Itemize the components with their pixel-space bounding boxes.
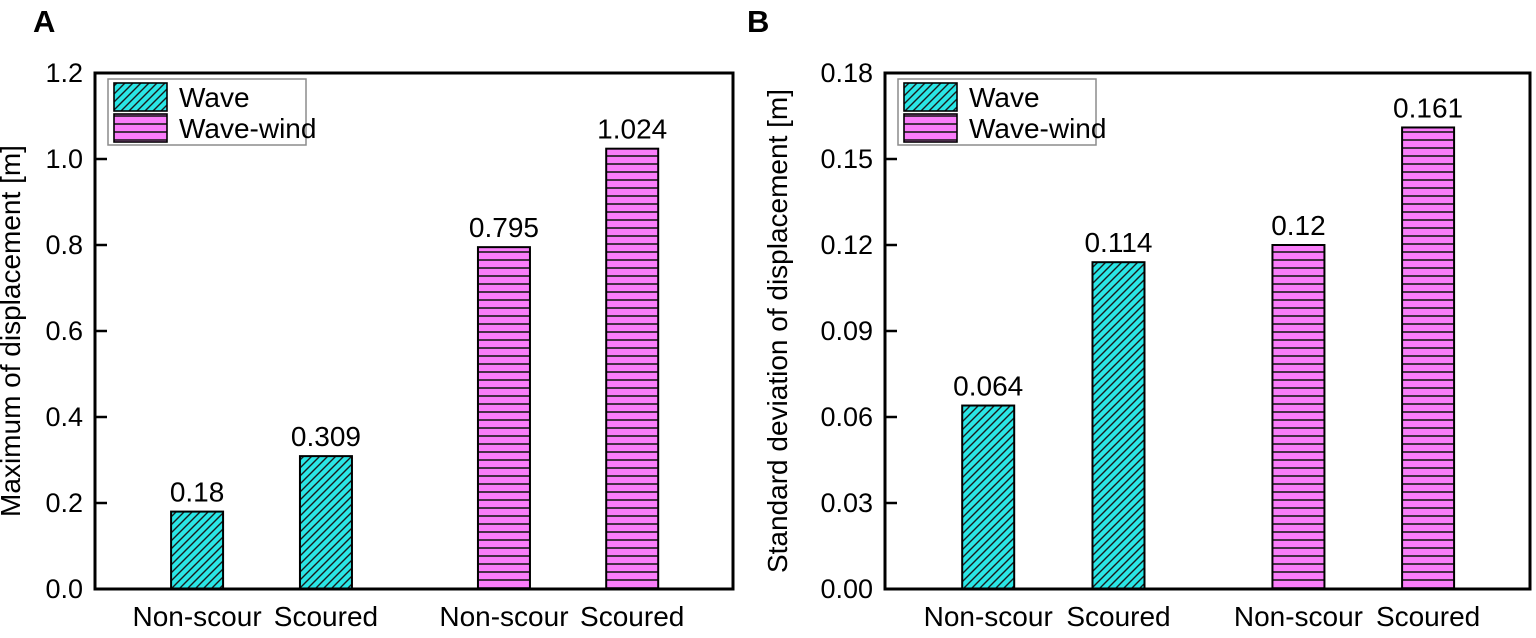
y-tick-label: 0.0 (45, 574, 83, 604)
panel-a: 0.18 Non-scour 0.309 Scoured 0.795 Non-scour 1… (0, 58, 735, 632)
y-tick-label: 0.18 (820, 58, 873, 88)
x-tick-label: Scoured (1376, 601, 1480, 632)
y-tick-label: 0.6 (45, 316, 83, 346)
bar-value-label: 0.161 (1393, 92, 1463, 123)
bar-wave-wind-scoured (605, 147, 660, 590)
y-tick-label: 1.0 (45, 144, 83, 174)
y-axis-title: Maximum of displacement [m] (0, 145, 26, 517)
bar-value-label: 0.18 (170, 477, 225, 508)
y-tick-label: 0.06 (820, 402, 873, 432)
plot-frame (883, 71, 1532, 591)
x-tick-label: Non-scour (132, 601, 261, 632)
y-tick-label: 0.00 (820, 574, 873, 604)
legend-label: Wave (969, 82, 1040, 113)
legend-swatch-horizontal (903, 113, 958, 143)
y-tick-label: 1.2 (45, 58, 83, 88)
x-tick-label: Scoured (1066, 601, 1170, 632)
bar-value-label: 0.795 (469, 212, 539, 243)
x-tick-label: Non-scour (924, 601, 1053, 632)
bar-wave-wind-scoured (1401, 126, 1456, 590)
y-tick-label: 0.03 (820, 488, 873, 518)
plot-frame (93, 71, 735, 591)
legend-swatch-horizontal (113, 113, 168, 143)
panel-b: 0.064 Non-scour 0.114 Scoured 0.12 Non-scour 0… (762, 58, 1532, 632)
legend-swatch-diagonal (903, 82, 958, 112)
y-tick-label: 0.12 (820, 230, 873, 260)
legend-label: Wave-wind (179, 113, 316, 144)
bar-wave-non-scour (170, 510, 225, 591)
x-tick-label: Scoured (274, 601, 378, 632)
bar-value-label: 0.309 (291, 421, 361, 452)
bar-value-label: 0.114 (1084, 227, 1152, 258)
x-tick-label: Non-scour (1234, 601, 1363, 632)
x-tick-label: Non-scour (439, 601, 568, 632)
bar-wave-wind-non-scour (476, 246, 531, 590)
x-tick-label: Scoured (580, 601, 684, 632)
bar-value-label: 0.12 (1271, 210, 1326, 241)
bar-wave-wind-non-scour (1271, 244, 1326, 590)
legend-label: Wave (179, 82, 250, 113)
panel-label-b: B (747, 4, 770, 39)
bar-value-label: 0.064 (953, 371, 1023, 402)
legend-label: Wave-wind (969, 113, 1106, 144)
bar-value-label: 1.024 (597, 114, 667, 145)
y-tick-label: 0.09 (820, 316, 873, 346)
bar-wave-scoured (1091, 261, 1146, 590)
y-axis-title: Standard deviation of displacement [m] (762, 89, 793, 573)
y-tick-label: 0.4 (45, 402, 83, 432)
panel-label-a: A (33, 4, 56, 39)
y-tick-label: 0.15 (820, 144, 873, 174)
legend-swatch-diagonal (113, 82, 168, 112)
y-tick-label: 0.8 (45, 230, 83, 260)
bar-wave-non-scour (961, 404, 1016, 590)
bar-wave-scoured (298, 455, 353, 590)
y-tick-label: 0.2 (45, 488, 83, 518)
